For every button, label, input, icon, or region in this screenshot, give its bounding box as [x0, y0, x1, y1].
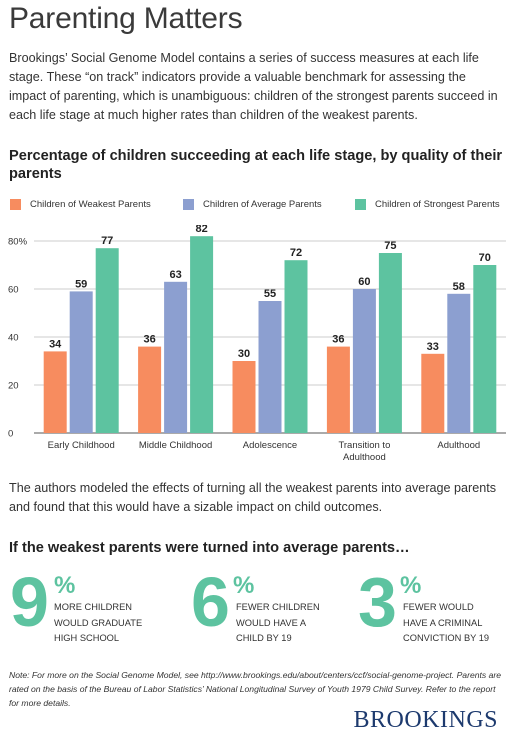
- stat-line: HAVE A CRIMINAL: [403, 617, 483, 628]
- stat-description: MORE CHILDREN WOULD GRADUATE HIGH SCHOOL: [54, 600, 154, 647]
- bar: [326, 346, 350, 433]
- x-tick-label: Early Childhood: [48, 440, 115, 451]
- legend-label-average: Children of Average Parents: [203, 199, 322, 210]
- bar-value-label: 34: [49, 338, 62, 350]
- stat-description: FEWER CHILDREN WOULD HAVE A CHILD BY 19: [236, 600, 336, 647]
- intro-paragraph: Brookings’ Social Genome Model contains …: [9, 51, 498, 122]
- stat-line: HIGH SCHOOL: [54, 633, 120, 643]
- bar: [232, 361, 256, 433]
- x-tick-label: Transition to: [338, 440, 390, 451]
- bar-value-label: 36: [143, 334, 155, 346]
- bar-value-label: 63: [169, 269, 181, 281]
- bar: [138, 346, 162, 433]
- bar: [473, 265, 497, 433]
- bar-value-label: 59: [75, 278, 87, 290]
- stats-heading: If the weakest parents were turned into …: [9, 540, 410, 556]
- bar-chart: 0 20 40 60 80% 34 59 77 Early Childhood 36 63 82 Mid…: [8, 225, 506, 463]
- legend-swatch-weakest: [10, 199, 21, 210]
- legend-item-weakest: Children of Weakest Parents: [10, 199, 151, 210]
- bar-value-label: 58: [453, 281, 465, 293]
- stat-percent: %: [400, 572, 422, 599]
- bar-value-label: 55: [264, 288, 276, 300]
- stat-percent: %: [54, 572, 76, 599]
- stat-description: FEWER WOULD HAVE A CRIMINAL CONVICTION B…: [403, 600, 503, 647]
- legend-label-weakest: Children of Weakest Parents: [30, 199, 151, 210]
- stat-number: 3: [358, 563, 397, 641]
- y-tick-label: 20: [8, 381, 19, 392]
- legend-item-strongest: Children of Strongest Parents: [355, 199, 500, 210]
- bar-value-label: 77: [101, 235, 113, 247]
- bar-value-label: 70: [479, 252, 491, 264]
- y-tick-label: 80%: [8, 237, 28, 248]
- bar: [258, 301, 282, 433]
- bar-value-label: 72: [290, 247, 302, 259]
- stat-line: MORE CHILDREN: [54, 602, 132, 612]
- stat-number: 6: [191, 563, 230, 641]
- legend-label-strongest: Children of Strongest Parents: [375, 199, 500, 210]
- brookings-logo: BROOKINGS: [353, 707, 498, 733]
- bar: [190, 236, 214, 433]
- bar-value-label: 75: [384, 240, 396, 252]
- stat-line: FEWER CHILDREN: [236, 602, 320, 612]
- stat-number: 9: [10, 563, 49, 641]
- footnote: Note: For more on the Social Genome Mode…: [9, 670, 502, 708]
- x-tick-label: Adolescence: [243, 440, 297, 451]
- x-tick-label: Middle Childhood: [139, 440, 212, 451]
- bar: [69, 291, 93, 433]
- bar: [284, 260, 308, 433]
- legend-swatch-average: [183, 199, 194, 210]
- stat-graduate: 9 % MORE CHILDREN WOULD GRADUATE HIGH SC…: [10, 564, 180, 648]
- bar: [164, 281, 188, 433]
- x-tick-label: Adulthood: [343, 452, 386, 463]
- y-tick-label: 40: [8, 333, 19, 344]
- bar-value-label: 36: [332, 334, 344, 346]
- stat-conviction: 3 % FEWER WOULD HAVE A CRIMINAL CONVICTI…: [358, 564, 508, 648]
- bar-value-label: 33: [427, 341, 439, 353]
- bar: [95, 248, 119, 433]
- bar: [352, 289, 376, 433]
- bar-value-label: 60: [358, 276, 370, 288]
- chart-legend: Children of Weakest Parents Children of …: [0, 199, 512, 213]
- page-title: Parenting Matters: [9, 2, 243, 35]
- mid-paragraph: The authors modeled the effects of turni…: [9, 481, 497, 514]
- stat-line: CONVICTION BY 19: [403, 633, 490, 643]
- y-tick-label: 0: [8, 429, 13, 440]
- stat-line: FEWER WOULD: [403, 602, 474, 612]
- y-tick-label: 60: [8, 285, 19, 296]
- stat-line: CHILD BY 19: [236, 633, 292, 643]
- legend-item-average: Children of Average Parents: [183, 199, 322, 210]
- bar: [378, 253, 402, 433]
- stat-teen-birth: 6 % FEWER CHILDREN WOULD HAVE A CHILD BY…: [191, 564, 361, 648]
- stat-line: WOULD GRADUATE: [54, 617, 143, 628]
- bar: [43, 351, 67, 433]
- bar-value-label: 82: [195, 225, 207, 235]
- legend-swatch-strongest: [355, 199, 366, 210]
- stat-line: WOULD HAVE A: [236, 617, 307, 628]
- stat-percent: %: [233, 572, 255, 599]
- chart-title: Percentage of children succeeding at eac…: [9, 148, 503, 182]
- bar-value-label: 30: [238, 348, 250, 360]
- bar: [421, 353, 445, 433]
- bar: [447, 293, 471, 433]
- x-tick-label: Adulthood: [437, 440, 480, 451]
